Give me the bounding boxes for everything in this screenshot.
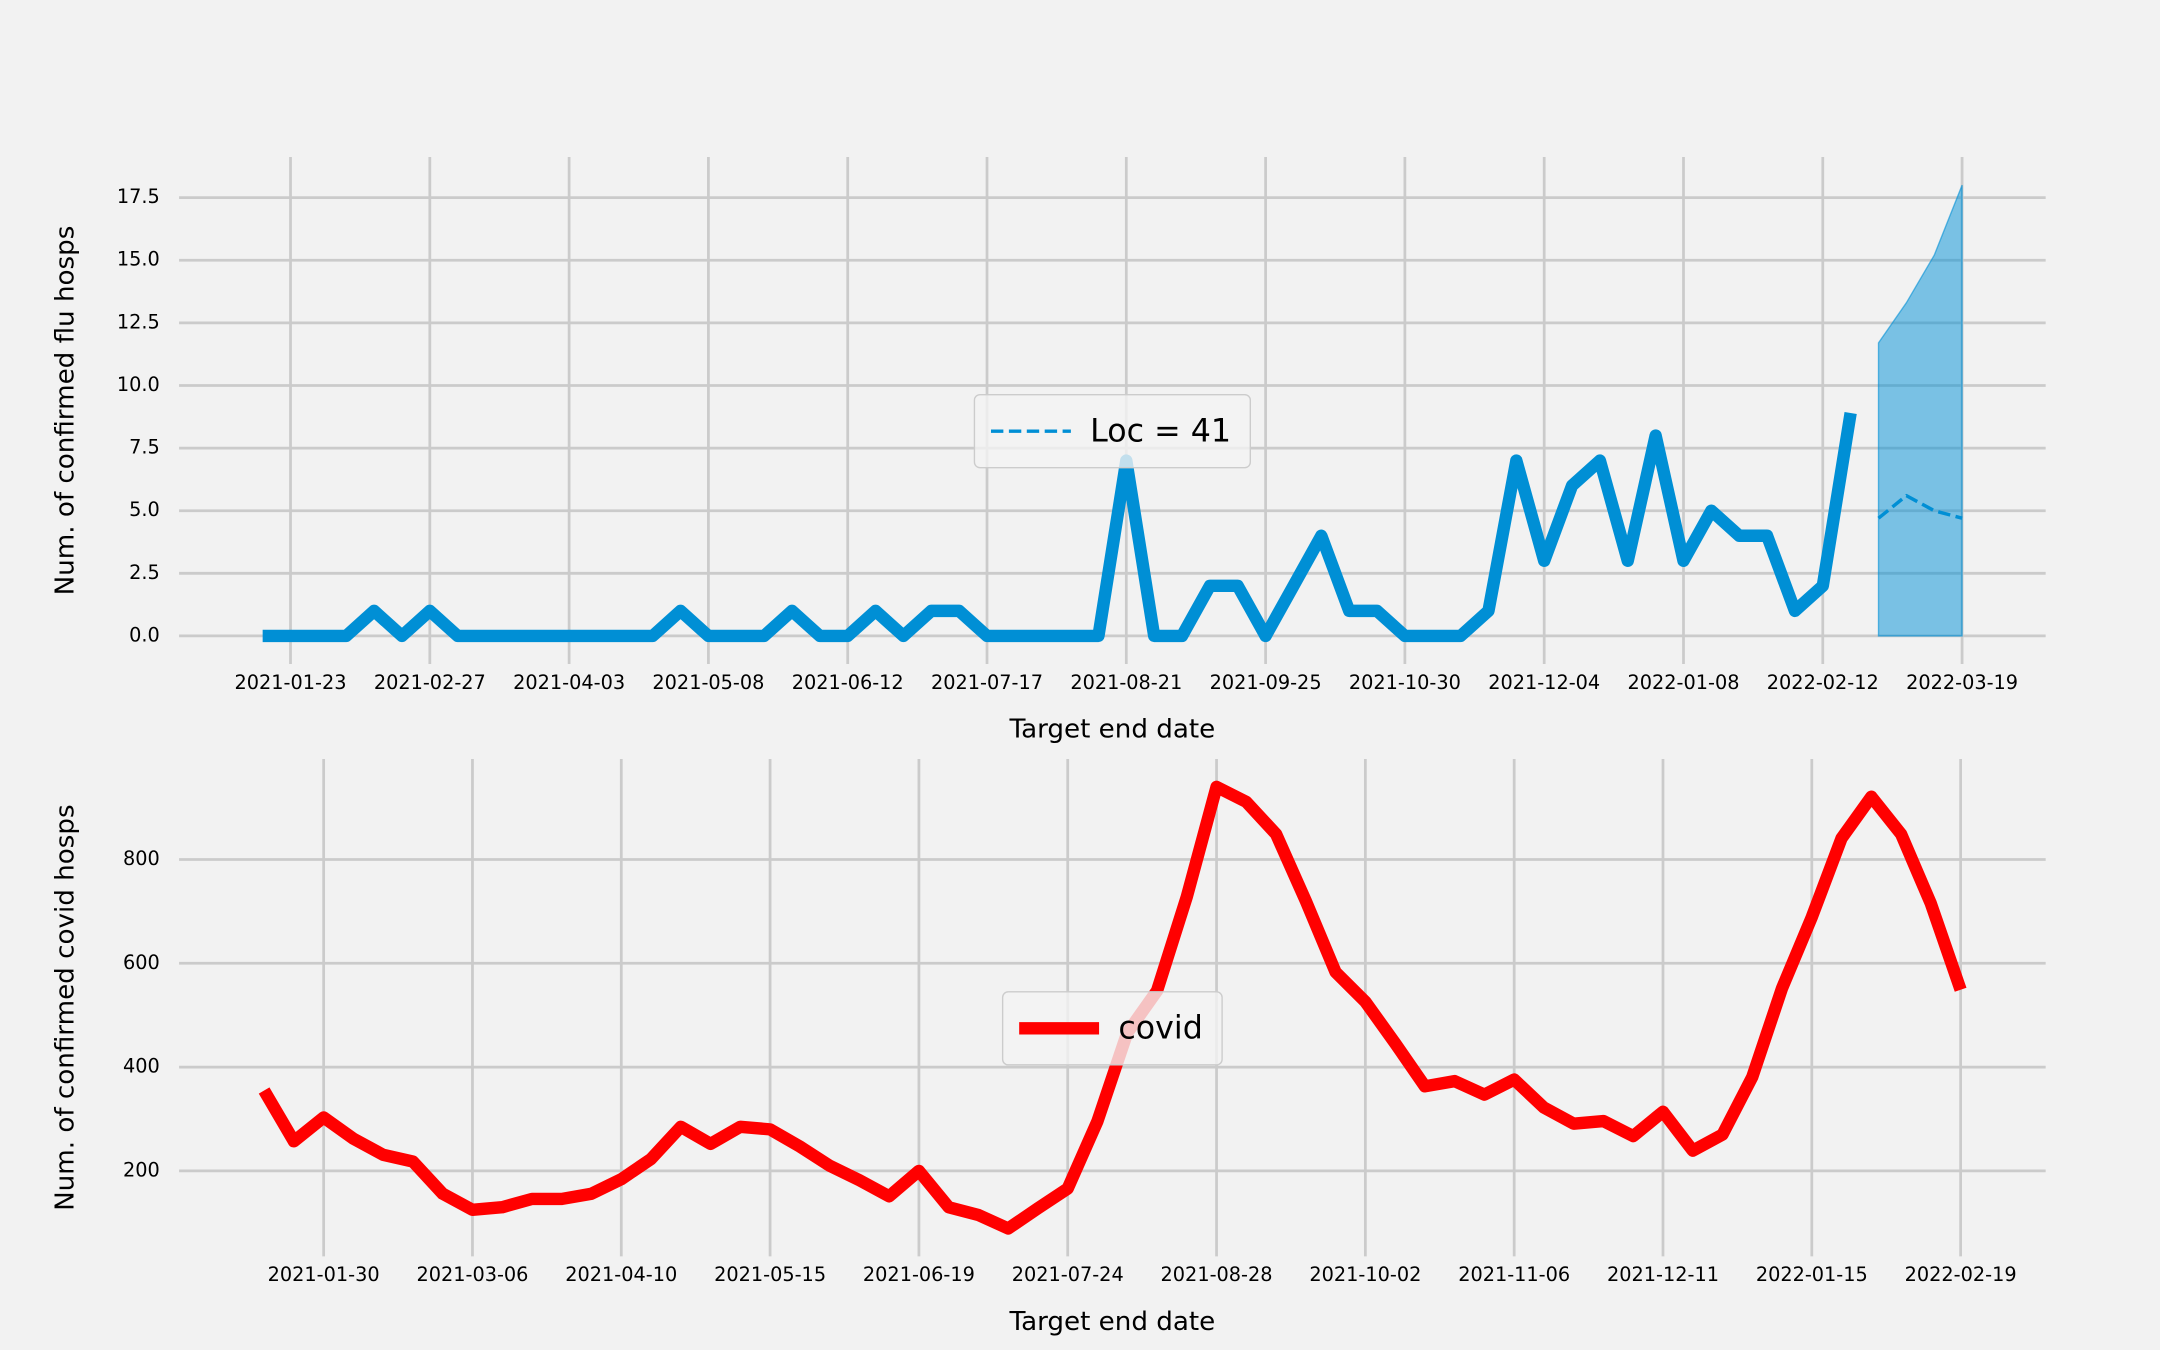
x-tick-label: 2021-09-25: [1210, 671, 1322, 694]
x-tick-label: 2021-03-06: [416, 1263, 528, 1286]
x-tick-label: 2021-01-23: [235, 671, 347, 694]
legend-box: [1001, 991, 1223, 1066]
x-tick-label: 2022-01-15: [1756, 1263, 1868, 1286]
y-tick-label: 800: [123, 847, 160, 870]
legend-label: Loc = 41: [1090, 414, 1231, 450]
x-tick-label: 2021-12-04: [1488, 671, 1600, 694]
data-line: [262, 412, 1857, 643]
y-tick-label: 200: [123, 1158, 160, 1181]
x-tick-label: 2021-08-21: [1070, 671, 1182, 694]
x-tick-label: 2021-06-19: [863, 1263, 975, 1286]
x-tick-label: 2021-06-12: [792, 671, 904, 694]
x-tick-label: 2021-08-28: [1161, 1263, 1273, 1286]
x-tick-label: 2021-04-10: [565, 1263, 677, 1286]
legend-box: [973, 393, 1251, 469]
x-tick-label: 2021-05-15: [714, 1263, 826, 1286]
y-tick-label: 7.5: [129, 436, 160, 459]
legend: Loc = 41: [973, 393, 1251, 469]
x-tick-label: 2021-11-06: [1458, 1263, 1570, 1286]
y-tick-label: 400: [123, 1055, 160, 1078]
y-tick-label: 10.0: [117, 373, 160, 396]
x-tick-label: 2021-07-17: [931, 671, 1043, 694]
data-line: [258, 780, 1967, 1235]
x-axis-label: Target end date: [1008, 1307, 1215, 1337]
subplot: 0.0 2.5 5.0 7.5 10.0 12.5 15.0 17.5 2021-01-23 20…: [51, 157, 2046, 745]
y-tick-label: 17.5: [117, 185, 160, 208]
x-tick-label: 2021-10-02: [1309, 1263, 1421, 1286]
x-tick-label: 2022-02-19: [1905, 1263, 2017, 1286]
x-tick-label: 2021-05-08: [652, 671, 764, 694]
y-tick-label: 15.0: [117, 248, 160, 271]
x-tick-label: 2021-10-30: [1349, 671, 1461, 694]
y-tick-label: 600: [123, 951, 160, 974]
y-tick-label: 5.0: [129, 498, 160, 521]
x-tick-label: 2021-07-24: [1012, 1263, 1124, 1286]
y-axis-label: Num. of confirmed flu hosps: [51, 226, 81, 596]
y-tick-label: 12.5: [117, 310, 160, 333]
x-tick-label: 2021-02-27: [374, 671, 486, 694]
x-tick-label: 2021-01-30: [268, 1263, 380, 1286]
forecast-line: [1877, 493, 1963, 520]
y-tick-label: 0.0: [129, 623, 160, 646]
y-tick-label: 2.5: [129, 561, 160, 584]
x-tick-label: 2021-12-11: [1607, 1263, 1719, 1286]
x-tick-label: 2022-01-08: [1628, 671, 1740, 694]
legend-label: covid: [1118, 1011, 1202, 1047]
forecast-band: [1877, 184, 1963, 637]
y-axis-label: Num. of confirmed covid hosps: [51, 804, 81, 1210]
legend: covid: [1001, 991, 1223, 1066]
x-tick-label: 2022-03-19: [1906, 671, 2018, 694]
x-tick-label: 2022-02-12: [1767, 671, 1879, 694]
x-tick-label: 2021-04-03: [513, 671, 625, 694]
subplot: 200 400 600 800 2021-01-30 2021-03-06 2021-04-…: [51, 759, 2046, 1337]
x-axis-label: Target end date: [1008, 715, 1215, 745]
